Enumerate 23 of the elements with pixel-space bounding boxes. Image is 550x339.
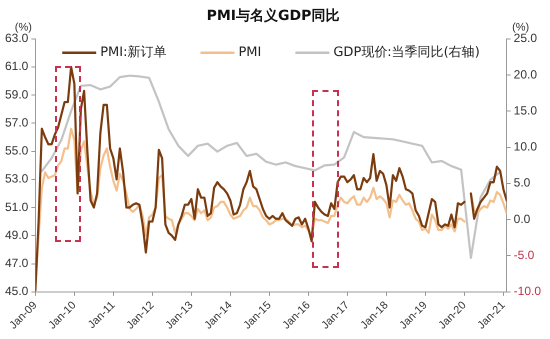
legend-label: PMI	[238, 45, 262, 60]
y2-tick-label: -5.0	[514, 248, 535, 262]
y-tick-label: 55.0	[4, 144, 29, 158]
y2-tick-label: 5.0	[514, 176, 531, 190]
y2-tick-label: 10.0	[514, 140, 538, 154]
y-tick-label: 63.0	[4, 31, 29, 46]
y2-tick-label: -10.0	[514, 284, 542, 298]
y2-tick-label: 0.0	[514, 212, 531, 226]
legend-label: PMI:新订单	[100, 45, 166, 60]
y-tick-label: 47.0	[4, 256, 29, 270]
y-axis-title: (%)	[14, 21, 32, 34]
y-tick-label: 61.0	[4, 59, 29, 74]
y-tick-label: 49.0	[4, 228, 29, 242]
y2-axis-title: (%)	[512, 21, 530, 34]
chart-title: PMI与名义GDP同比	[206, 7, 340, 24]
y-tick-label: 51.0	[4, 200, 29, 214]
y2-tick-label: 20.0	[514, 67, 538, 82]
legend-label: GDP现价:当季同比(右轴)	[333, 45, 480, 60]
y2-tick-label: 15.0	[514, 103, 538, 118]
y-tick-label: 45.0	[4, 284, 29, 298]
y-tick-label: 57.0	[4, 115, 29, 130]
y-tick-label: 53.0	[4, 172, 29, 186]
y-tick-label: 59.0	[4, 87, 29, 102]
